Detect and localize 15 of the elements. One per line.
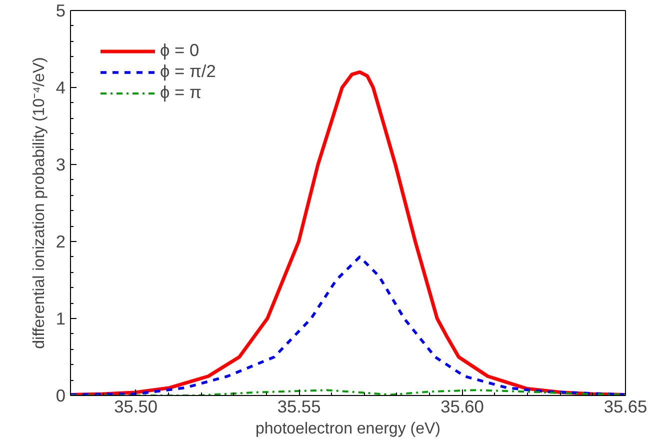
x-tick-label: 35.50 xyxy=(114,396,158,416)
x-axis-title: photoelectron energy (eV) xyxy=(256,420,440,438)
legend-label: ϕ = 0 xyxy=(160,40,200,61)
y-tick-label: 4 xyxy=(56,78,66,98)
legend-label: ϕ = π xyxy=(160,82,202,103)
y-tick-label: 1 xyxy=(56,308,66,328)
x-tick-label: 35.60 xyxy=(440,396,484,416)
x-tick-label: 35.65 xyxy=(604,396,648,416)
legend-label: ϕ = π/2 xyxy=(160,61,216,82)
y-axis-title: differential ionization probability (10⁻⁴/eV) xyxy=(30,57,48,349)
y-tick-label: 0 xyxy=(56,386,66,406)
x-tick-label: 35.55 xyxy=(277,396,321,416)
y-tick-label: 3 xyxy=(56,154,66,174)
y-tick-label: 5 xyxy=(56,0,66,20)
y-tick-label: 2 xyxy=(56,232,66,252)
